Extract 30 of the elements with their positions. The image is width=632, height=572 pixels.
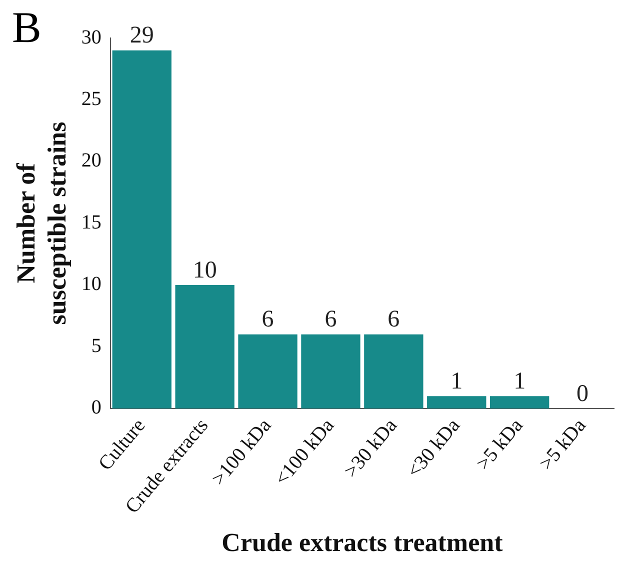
data-label: 6 [388, 306, 400, 333]
data-label: 6 [324, 306, 337, 333]
data-label: 10 [192, 257, 217, 284]
chart-title: B [12, 2, 42, 53]
bar [490, 396, 550, 408]
x-tick-label: >5 kDa [535, 414, 590, 474]
x-tick-label: >30 kDa [340, 414, 402, 482]
data-label: 29 [130, 22, 154, 49]
y-tick-label: 10 [81, 273, 102, 296]
y-tick-label: 0 [91, 396, 102, 419]
data-label: 6 [262, 306, 274, 333]
y-tick-label: 20 [81, 150, 102, 172]
data-label: 1 [450, 368, 463, 394]
x-axis-title: Crude extracts treatment [222, 528, 504, 558]
data-label: 0 [576, 380, 589, 407]
bar [175, 284, 234, 408]
data-label: 1 [514, 368, 526, 394]
bar [238, 334, 298, 408]
bar [427, 396, 486, 408]
bar [364, 334, 424, 408]
y-axis-title: Number of susceptible strains [11, 122, 72, 325]
y-tick-label: 5 [91, 334, 102, 357]
y-tick-label: 30 [81, 26, 102, 48]
y-tick-label: 15 [81, 211, 102, 234]
bar [112, 50, 172, 408]
x-tick-label: <30 kDa [402, 414, 465, 482]
y-tick-label: 25 [81, 88, 102, 110]
x-tick-label: >5 kDa [472, 414, 528, 474]
x-tick-label: <100 kDa [270, 414, 339, 490]
bar [301, 334, 360, 408]
